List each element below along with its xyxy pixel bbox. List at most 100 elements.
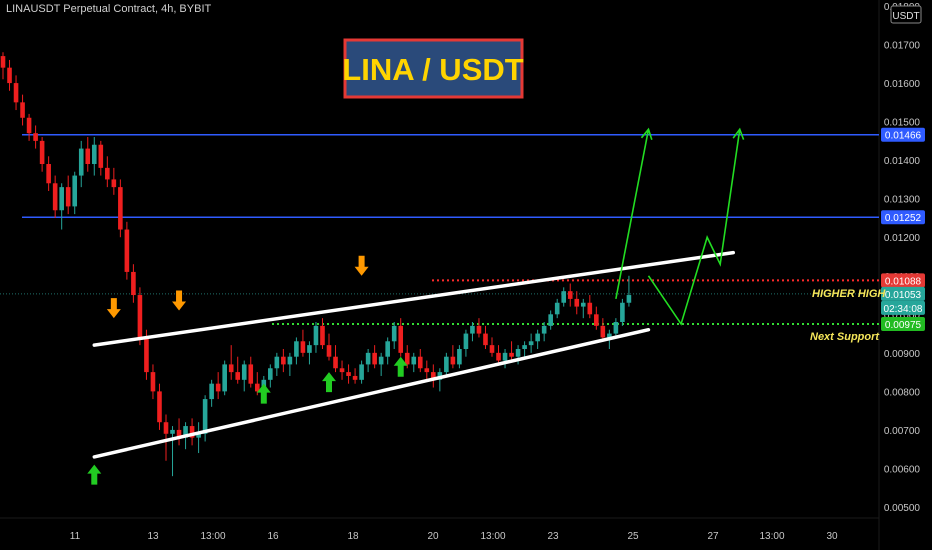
candle-body: [607, 333, 612, 338]
time-tick-label: 18: [347, 531, 359, 542]
candle-body: [300, 341, 306, 353]
currency-badge[interactable]: USDT: [892, 11, 919, 22]
projection-arrowhead: [732, 127, 745, 140]
candle-body: [124, 229, 130, 272]
candle: [222, 360, 227, 396]
candle: [254, 372, 260, 396]
candle: [600, 318, 606, 342]
candle: [7, 59, 12, 91]
candle-body: [600, 325, 606, 338]
candle: [346, 364, 351, 384]
candle: [502, 348, 508, 369]
candle-body: [463, 333, 469, 349]
candle: [359, 360, 364, 384]
candle: [248, 356, 254, 388]
candle-body: [567, 291, 573, 299]
candle: [72, 171, 78, 215]
time-tick-label: 13:00: [200, 531, 225, 542]
time-tick-label: 13: [147, 531, 159, 542]
candle: [483, 325, 488, 349]
candle-body: [78, 148, 84, 176]
candle: [209, 379, 214, 407]
candle: [365, 348, 371, 373]
candle: [163, 414, 169, 461]
candles-layer: [0, 52, 632, 477]
price-tag-box: [881, 316, 925, 331]
candle-body: [46, 164, 51, 184]
candle-body: [313, 325, 319, 346]
candle: [274, 352, 280, 376]
candle-body: [326, 345, 332, 357]
candle-body: [450, 356, 456, 365]
candle: [111, 167, 117, 195]
time-tick-label: 13:00: [480, 531, 505, 542]
currency-badge-box: [890, 5, 922, 24]
candle-body: [483, 333, 488, 346]
candle: [326, 333, 332, 361]
candle: [561, 287, 567, 307]
candle-body: [20, 102, 25, 118]
price-axis-ticks: 0.018000.017000.016000.015000.014000.013…: [884, 2, 921, 514]
candle: [378, 352, 384, 376]
price-tag-label: 02:34:08: [884, 304, 923, 315]
candle: [528, 333, 534, 353]
candle: [574, 291, 580, 315]
time-tick-label: 27: [707, 531, 719, 542]
candle-body: [457, 348, 462, 365]
candle: [548, 310, 553, 330]
time-tick-label: 25: [627, 531, 639, 542]
price-tags: 0.01466 0.01252 0.01088 0.01053 02:34:08 0.00…: [881, 127, 925, 331]
candle-body: [235, 372, 241, 380]
candle-body: [215, 383, 221, 392]
signal-arrows: [87, 255, 408, 485]
candle-body: [535, 333, 540, 342]
candle: [587, 295, 593, 319]
projection-lines: [615, 127, 745, 326]
buy-arrow-icon: [256, 383, 271, 404]
candle: [124, 221, 130, 280]
price-tag-label: 0.00975: [885, 320, 922, 331]
candle-body: [241, 364, 247, 380]
next-support-label: Next Support: [810, 331, 880, 343]
candle-body: [281, 356, 286, 365]
time-tick-label: 13:00: [759, 531, 784, 542]
candle-body: [13, 83, 19, 103]
candle-body: [587, 302, 593, 315]
candle: [59, 183, 64, 230]
candle: [189, 418, 195, 446]
candle: [417, 348, 423, 373]
candle-body: [65, 187, 71, 207]
candle: [476, 318, 482, 338]
candle-body: [7, 67, 12, 84]
candle-body: [574, 298, 580, 307]
candle-body: [417, 356, 423, 369]
candle: [235, 356, 241, 384]
price-tick-label: 0.01400: [884, 156, 921, 167]
candle: [424, 360, 430, 380]
candle: [372, 345, 377, 369]
time-tick-label: 11: [70, 531, 81, 542]
candle-body: [528, 341, 534, 346]
candle: [137, 287, 143, 346]
candle-body: [170, 429, 175, 434]
candle: [522, 341, 527, 357]
candle-body: [157, 391, 162, 423]
candle: [281, 348, 286, 373]
price-tag-label: 0.01088: [885, 276, 922, 287]
candle: [554, 298, 560, 319]
candle-body: [228, 364, 234, 373]
candle-body: [111, 179, 117, 188]
candle-body: [202, 399, 208, 434]
price-tag-box: [881, 127, 925, 142]
candle: [457, 345, 462, 369]
candle: [541, 322, 547, 342]
candle: [411, 352, 417, 373]
projection-path: [615, 129, 650, 300]
candle-body: [85, 148, 91, 165]
candle-body: [365, 352, 371, 365]
candle-body: [248, 364, 254, 384]
candle-body: [33, 133, 38, 141]
candle-body: [404, 352, 410, 365]
